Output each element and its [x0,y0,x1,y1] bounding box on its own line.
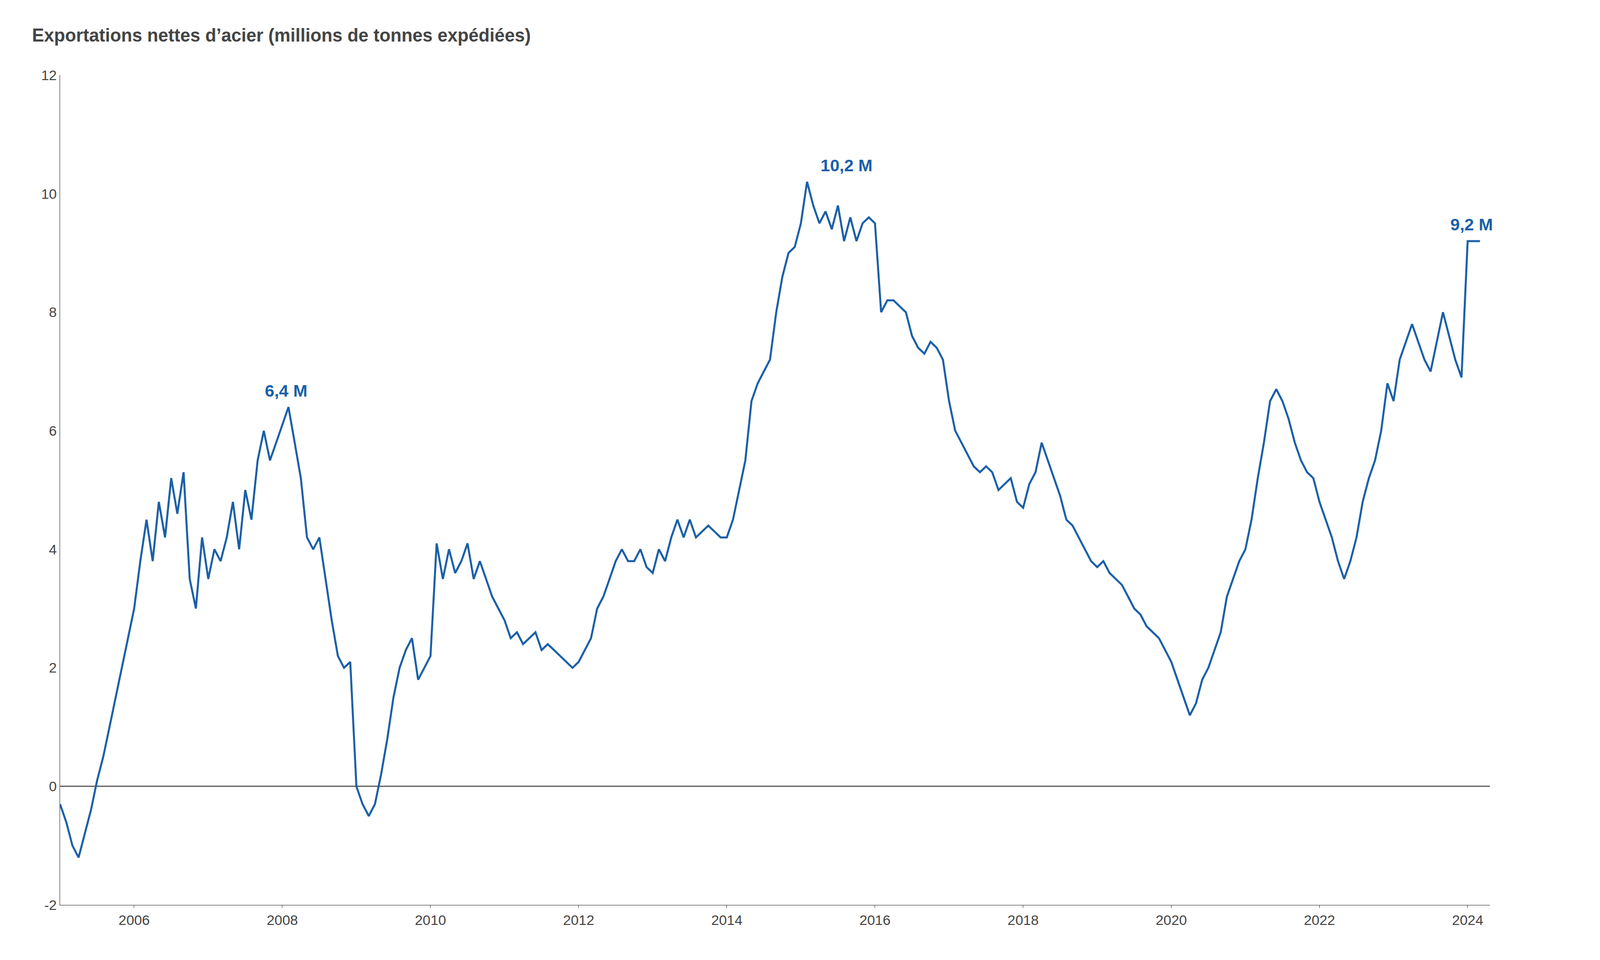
svg-text:2022: 2022 [1304,912,1336,928]
svg-text:2016: 2016 [859,912,891,928]
svg-text:2: 2 [49,659,58,676]
svg-text:12: 12 [41,67,57,84]
svg-text:4: 4 [49,541,58,558]
svg-text:2024: 2024 [1451,912,1483,928]
svg-text:2012: 2012 [563,912,595,928]
svg-text:2014: 2014 [711,912,743,928]
svg-text:2006: 2006 [118,912,150,928]
svg-text:2020: 2020 [1155,912,1187,928]
svg-text:0: 0 [49,778,58,794]
svg-text:-2: -2 [44,897,57,913]
svg-text:9,2 M: 9,2 M [1450,214,1493,234]
svg-text:2010: 2010 [415,912,447,928]
svg-text:2008: 2008 [266,912,298,928]
svg-text:6,4 M: 6,4 M [264,380,308,400]
svg-text:Exportations nettes d’acier (m: Exportations nettes d’acier (millions de… [32,25,531,46]
svg-text:10,2 M: 10,2 M [820,155,873,175]
svg-text:10: 10 [41,186,57,202]
svg-text:6: 6 [49,423,58,439]
svg-text:2018: 2018 [1007,912,1039,928]
svg-text:8: 8 [49,304,58,320]
